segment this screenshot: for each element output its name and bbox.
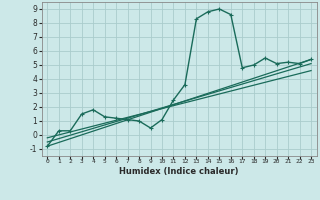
- X-axis label: Humidex (Indice chaleur): Humidex (Indice chaleur): [119, 167, 239, 176]
